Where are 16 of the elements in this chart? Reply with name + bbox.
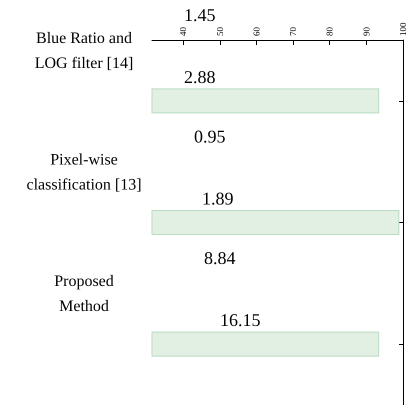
- x-tick-label: 90: [361, 26, 372, 36]
- x-tick-label: 70: [288, 26, 298, 36]
- y-tick-label: Blue Ratio and LOG filter [14]: [34, 30, 134, 72]
- annotation: 16.15: [220, 310, 260, 330]
- text: 1.45: [184, 4, 216, 25]
- x-tick-label: 40: [178, 26, 188, 36]
- x-tick-label: 50: [214, 26, 225, 36]
- x-tick-label: 60: [251, 26, 262, 36]
- y-tick-label: Proposed Method: [54, 273, 114, 316]
- y-tick-label: Pixel-wise classification [13]: [26, 152, 142, 194]
- annotation: 2.88: [184, 66, 216, 87]
- annotation: 8.84: [204, 248, 236, 268]
- annotation: 1.89: [202, 188, 234, 208]
- x-tick-label: 100: [398, 22, 408, 36]
- annotation: 0.95: [194, 126, 226, 146]
- x-tick-label: 80: [324, 26, 335, 36]
